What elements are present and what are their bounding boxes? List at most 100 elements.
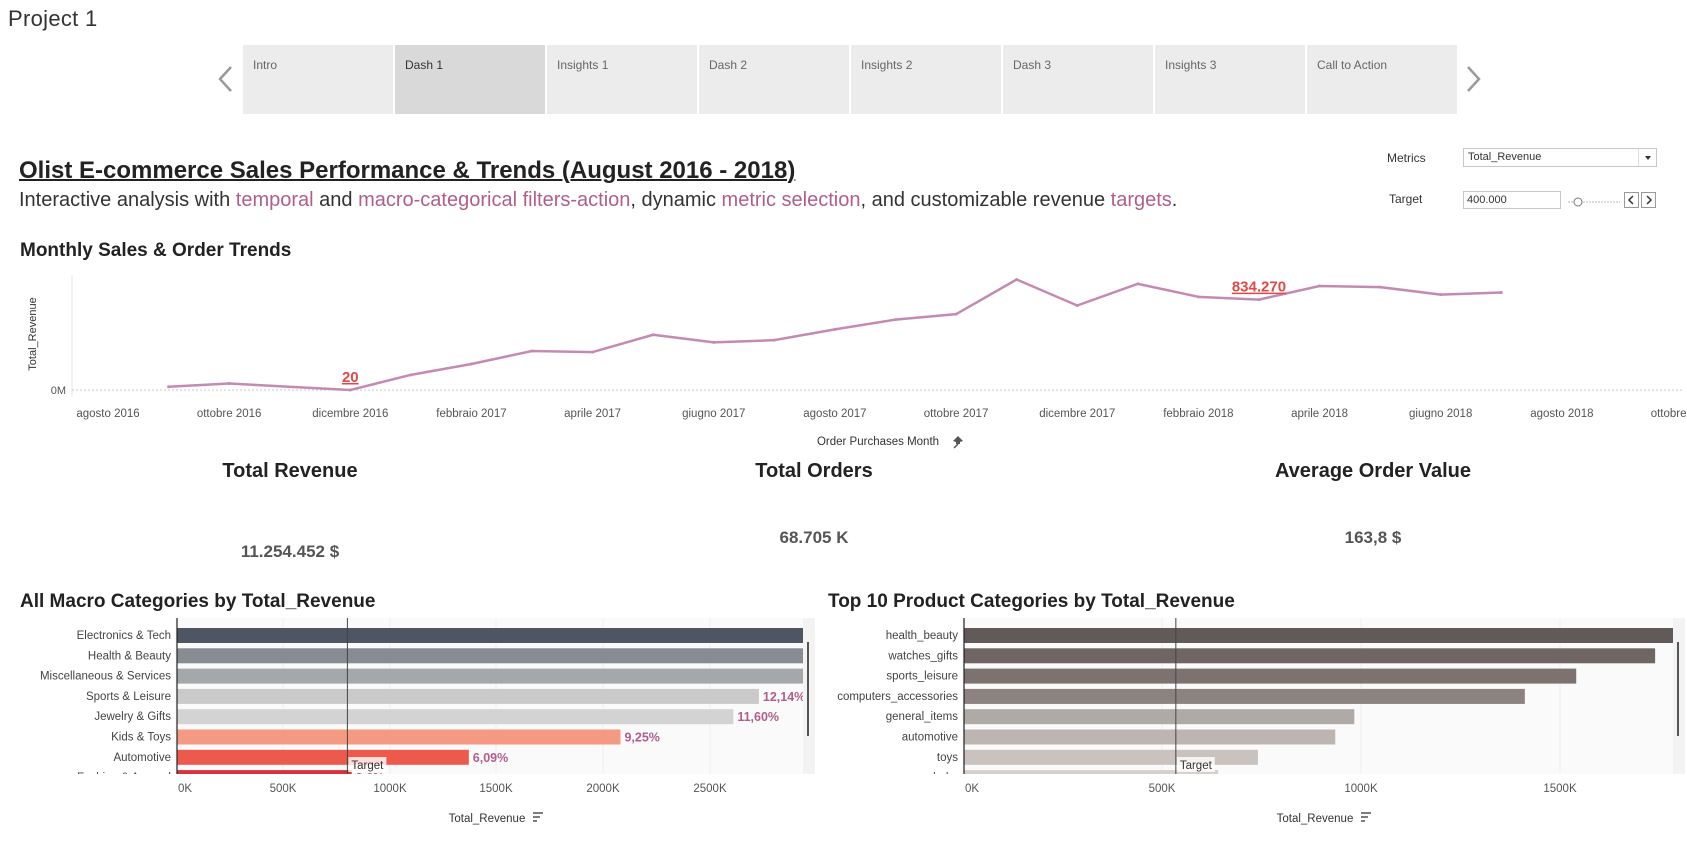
data-point[interactable] [349, 388, 352, 391]
monthly-trend-chart[interactable]: Total_Revenue 0M agosto 2016 ottobre 2016 di… [0, 260, 1687, 455]
story-tab-insights-3[interactable]: Insights 3 [1155, 45, 1305, 114]
data-point[interactable] [1197, 295, 1200, 298]
kpi-aov-title: Average Order Value [1223, 460, 1523, 483]
bar[interactable] [177, 709, 733, 724]
x-axis-label: Total_Revenue [449, 813, 526, 825]
target-input[interactable]: 400.000 [1463, 191, 1561, 209]
subtitle-text: . [1172, 189, 1178, 211]
story-tab-dash-3[interactable]: Dash 3 [1003, 45, 1153, 114]
target-slider[interactable] [1566, 193, 1622, 209]
kpi-total-orders-title: Total Orders [664, 460, 964, 483]
data-point[interactable] [1318, 285, 1321, 288]
caret-down-icon [1638, 149, 1656, 166]
category-label: automotive [902, 732, 958, 744]
bar[interactable] [964, 648, 1655, 663]
data-point[interactable] [1015, 278, 1018, 281]
data-point[interactable] [894, 318, 897, 321]
y-tick-label: 0M [51, 385, 66, 397]
x-tick-label: agosto 2018 [1530, 408, 1593, 420]
subtitle-text: Interactive analysis with [19, 189, 236, 211]
kpi-total-orders-value: 68.705 K [664, 528, 964, 548]
kpi-total-revenue-value: 11.254.452 $ [140, 542, 440, 562]
bar[interactable] [177, 628, 820, 643]
bar[interactable] [964, 770, 1218, 785]
x-tick-label: aprile 2017 [564, 408, 621, 420]
scrollbar-thumb[interactable] [807, 642, 809, 736]
story-tab-dash-2[interactable]: Dash 2 [699, 45, 849, 114]
bar[interactable] [177, 648, 820, 663]
data-point[interactable] [833, 328, 836, 331]
pin-icon[interactable] [953, 436, 963, 448]
bar[interactable] [177, 750, 469, 765]
story-tab-dash-1[interactable]: Dash 1 [395, 45, 545, 114]
macro-categories-chart[interactable]: 0K 500K 1000K 1500K 2000K 2500K Electronics & … [0, 618, 820, 830]
sort-icon[interactable] [1361, 813, 1371, 821]
bar[interactable] [177, 689, 759, 704]
line-chart-title: Monthly Sales & Order Trends [20, 240, 291, 262]
data-point[interactable] [1379, 286, 1382, 289]
x-tick-label: febbraio 2017 [436, 408, 506, 420]
macro-chart-title: All Macro Categories by Total_Revenue [20, 591, 375, 613]
sort-icon[interactable] [533, 813, 543, 821]
x-tick-label: aprile 2018 [1291, 408, 1348, 420]
bar[interactable] [177, 669, 820, 684]
data-point[interactable] [409, 373, 412, 376]
subtitle-highlight-temporal: temporal [236, 189, 314, 211]
story-tab-insights-1[interactable]: Insights 1 [547, 45, 697, 114]
point-annotation: 20 [342, 369, 359, 386]
data-point[interactable] [773, 339, 776, 342]
data-point[interactable] [1076, 304, 1079, 307]
bar[interactable] [964, 709, 1354, 724]
x-tick-label: giugno 2018 [1409, 408, 1472, 420]
x-tick-label: 1500K [479, 783, 513, 795]
bar[interactable] [964, 730, 1335, 745]
target-decrement-button[interactable] [1624, 192, 1639, 208]
target-label: Target [1389, 192, 1422, 206]
category-label: Kids & Toys [111, 732, 171, 744]
metrics-dropdown[interactable]: Total_Revenue [1463, 148, 1657, 167]
data-point[interactable] [228, 382, 231, 385]
x-tick-label: 0K [965, 783, 979, 795]
next-story-point-button[interactable] [1460, 62, 1486, 96]
target-increment-button[interactable] [1641, 192, 1656, 208]
chevron-right-icon [1642, 193, 1655, 207]
bar-data-label: 9,25% [624, 731, 659, 745]
metrics-label: Metrics [1387, 151, 1426, 165]
data-point[interactable] [1439, 293, 1442, 296]
x-tick-label: febbraio 2018 [1163, 408, 1233, 420]
bar-data-label: 12,14% [763, 690, 805, 704]
scrollbar-thumb[interactable] [1677, 642, 1679, 736]
subtitle-highlight-metric: metric selection [722, 189, 861, 211]
data-point[interactable] [712, 341, 715, 344]
x-tick-label: 2500K [693, 783, 727, 795]
data-point[interactable] [167, 385, 170, 388]
bar[interactable] [177, 730, 620, 745]
metrics-dropdown-value: Total_Revenue [1468, 151, 1541, 163]
revenue-series-line[interactable] [169, 280, 1502, 390]
bar[interactable] [964, 689, 1525, 704]
data-point[interactable] [1500, 291, 1503, 294]
bar[interactable] [964, 628, 1687, 643]
x-tick-label: dicembre 2017 [1039, 408, 1115, 420]
data-point[interactable] [955, 313, 958, 316]
data-point[interactable] [1257, 298, 1260, 301]
bar[interactable] [964, 669, 1576, 684]
category-label: Fashion & Apparel [77, 772, 171, 784]
x-axis-label: Total_Revenue [1277, 813, 1354, 825]
data-point[interactable] [652, 333, 655, 336]
category-label: Automotive [113, 752, 171, 764]
x-axis-label: Order Purchases Month [817, 436, 939, 448]
data-point[interactable] [1136, 282, 1139, 285]
previous-story-point-button[interactable] [213, 62, 239, 96]
target-label: Target [351, 760, 384, 772]
x-tick-label: agosto 2016 [76, 408, 139, 420]
story-tab-insights-2[interactable]: Insights 2 [851, 45, 1001, 114]
data-point[interactable] [470, 363, 473, 366]
category-label: Jewelry & Gifts [94, 711, 171, 723]
data-point[interactable] [591, 351, 594, 354]
story-tab-call-to-action[interactable]: Call to Action [1307, 45, 1457, 114]
story-tab-intro[interactable]: Intro [243, 45, 393, 114]
data-point[interactable] [531, 350, 534, 353]
bar[interactable] [177, 770, 352, 785]
